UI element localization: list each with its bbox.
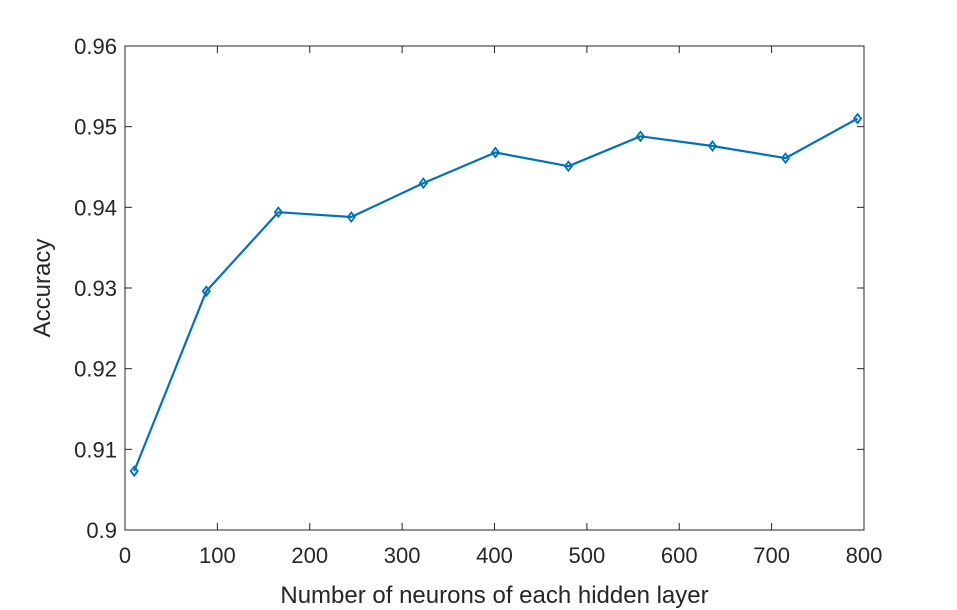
y-tick-label: 0.95 [74,115,117,140]
series-line [133,117,859,472]
data-point-marker [563,160,574,173]
x-tick-label: 0 [119,543,131,568]
data-point-marker [201,285,211,298]
y-tick-label: 0.91 [74,437,117,462]
x-tick-label: 200 [291,543,328,568]
data-point-marker [273,206,283,219]
y-tick-label: 0.93 [74,276,117,301]
y-tick-label: 0.96 [74,34,117,59]
data-point-marker [129,465,139,478]
x-axis-label: Number of neurons of each hidden layer [280,582,708,609]
y-tick-label: 0.94 [74,195,117,220]
x-tick-label: 700 [753,543,790,568]
x-tick-label: 300 [384,543,421,568]
data-point-marker [852,112,863,125]
data-point-marker [780,152,791,165]
y-tick-label: 0.9 [86,518,117,543]
x-tick-label: 500 [569,543,606,568]
x-tick-labels: 0 100 200 300 400 500 600 700 800 [119,543,882,568]
y-tick-labels: 0.9 0.91 0.92 0.93 0.94 0.95 0.96 [74,34,117,543]
x-tick-label: 800 [846,543,883,568]
x-tick-label: 600 [661,543,698,568]
data-point-marker [346,211,356,223]
y-axis-label: Accuracy [29,239,56,338]
x-tick-label: 100 [199,543,236,568]
x-tick-label: 400 [476,543,513,568]
plot-area [125,46,864,530]
data-point-marker [418,177,429,190]
data-point-marker [490,146,501,159]
data-point-marker [707,140,718,152]
data-point-marker [635,130,646,143]
data-series [129,112,863,478]
plot-frame [124,45,865,531]
y-tick-label: 0.92 [74,357,117,382]
